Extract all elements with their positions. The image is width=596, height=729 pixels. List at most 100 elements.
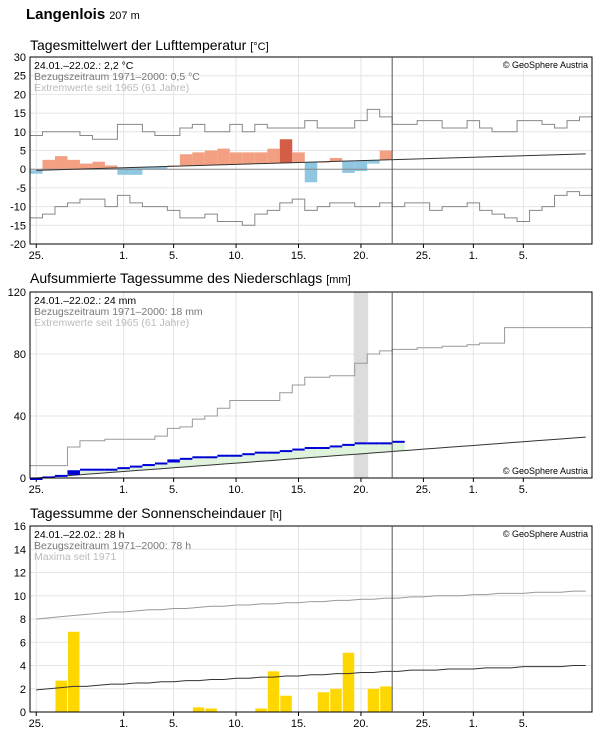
precip-daily-step xyxy=(292,448,305,451)
temperature-bar xyxy=(217,148,230,165)
precip-daily-step xyxy=(92,468,105,471)
sunshine-bar xyxy=(380,686,392,712)
precip-surplus-fill xyxy=(142,464,155,470)
plot-border xyxy=(29,525,593,713)
x-tick-label: 10. xyxy=(228,484,243,496)
precip-daily-step xyxy=(192,456,205,459)
x-tick-label: 1. xyxy=(119,484,128,496)
temperature-bar xyxy=(30,170,43,174)
info-line-2: Bezugszeitraum 1971–2000: 78 h xyxy=(34,540,191,552)
temperature-bar xyxy=(192,152,205,166)
y-tick-label: 5 xyxy=(20,146,26,158)
precip-climate-line xyxy=(36,436,586,479)
y-tick-label: 10 xyxy=(14,127,26,139)
sunshine-bar xyxy=(67,631,80,712)
y-tick-label: -15 xyxy=(10,220,26,232)
plot-border xyxy=(29,56,593,245)
temperature-bar xyxy=(142,166,155,170)
x-tick-label: 1. xyxy=(119,718,128,729)
precip-surplus-fill xyxy=(192,456,205,466)
x-tick-label: 20. xyxy=(353,718,368,729)
temperature-bar xyxy=(292,152,305,163)
temperature-bar xyxy=(304,162,318,183)
temperature-bar xyxy=(129,167,143,175)
copyright-label: © GeoSphere Austria xyxy=(503,466,588,476)
temperature-bar xyxy=(379,150,393,160)
y-tick-label: 8 xyxy=(20,614,26,626)
x-tick-label: 10. xyxy=(228,718,243,729)
sunshine-bar xyxy=(205,708,217,712)
precip-daily-step xyxy=(167,459,180,463)
y-tick-label: 14 xyxy=(14,544,26,556)
temperature-bar xyxy=(117,167,130,175)
sunshine-bar xyxy=(267,671,280,712)
temperature-bar xyxy=(42,159,55,170)
info-line-2: Bezugszeitraum 1971–2000: 18 mm xyxy=(34,306,203,318)
precip-daily-step xyxy=(392,440,405,443)
precip-surplus-fill xyxy=(292,448,305,459)
y-tick-label: 25 xyxy=(14,71,26,83)
x-tick-label: 5. xyxy=(169,718,178,729)
x-tick-label: 5. xyxy=(519,718,528,729)
plot-border xyxy=(29,291,593,479)
temperature-bar xyxy=(367,160,380,164)
temperature-bar xyxy=(79,163,93,169)
precip-surplus-fill xyxy=(267,451,280,461)
precip-surplus-fill xyxy=(204,456,218,465)
precip-surplus-fill xyxy=(242,453,255,463)
y-tick-label: -20 xyxy=(10,239,26,251)
sunshine-bar xyxy=(255,708,267,712)
precip-surplus-fill xyxy=(392,440,405,452)
temperature-bar xyxy=(329,157,343,162)
precip-surplus-fill xyxy=(367,442,380,453)
precip-surplus-fill xyxy=(79,468,93,475)
precip-surplus-fill xyxy=(92,468,105,474)
extreme-max-line xyxy=(30,108,592,140)
y-tick-label: 30 xyxy=(14,52,26,64)
precip-daily-step xyxy=(104,468,118,471)
x-tick-label: 15. xyxy=(291,250,306,262)
info-line-2: Bezugszeitraum 1971–2000: 0,5 °C xyxy=(34,71,200,83)
climate-mean-line xyxy=(36,153,586,171)
precip-daily-step xyxy=(79,468,93,471)
x-tick-label: 1. xyxy=(119,250,128,262)
station-elevation: 207 m xyxy=(109,10,140,22)
precip-daily-step xyxy=(217,454,230,457)
sunshine-unit: [h] xyxy=(269,509,282,521)
sunshine-bar xyxy=(342,652,355,712)
precip-daily-step xyxy=(304,447,318,449)
precip-surplus-fill xyxy=(167,459,180,468)
info-line-3: Extremwerte seit 1965 (61 Jahre) xyxy=(34,82,189,94)
x-tick-label: 20. xyxy=(353,484,368,496)
x-tick-label: 25. xyxy=(29,250,44,262)
y-tick-label: 0 xyxy=(20,164,26,176)
sunshine-max-line xyxy=(36,590,586,620)
x-tick-label: 25. xyxy=(29,484,44,496)
precip-daily-step xyxy=(154,462,168,465)
precip-daily-step xyxy=(317,447,330,449)
precip-surplus-fill xyxy=(154,462,168,469)
temperature-bar xyxy=(254,152,268,164)
x-tick-label: 1. xyxy=(469,250,478,262)
y-tick-label: 16 xyxy=(14,521,26,533)
y-tick-label: 4 xyxy=(20,661,26,673)
station-name: Langenlois 207 m xyxy=(26,6,140,23)
temperature-bar xyxy=(179,154,193,166)
precip-daily-step xyxy=(54,474,68,477)
precip-daily-step xyxy=(129,465,143,468)
y-tick-label: -5 xyxy=(16,183,26,195)
precip-surplus-fill xyxy=(304,447,318,458)
x-tick-label: 15. xyxy=(291,718,306,729)
x-tick-label: 25. xyxy=(416,484,431,496)
precip-daily-step xyxy=(329,445,343,448)
precip-daily-step xyxy=(342,443,355,446)
precip-daily-step xyxy=(30,478,43,480)
x-tick-label: 15. xyxy=(291,484,306,496)
x-tick-label: 5. xyxy=(169,484,178,496)
sunshine-bar xyxy=(192,707,205,712)
precipitation-chart-title: Aufsummierte Tagessumme des Niederschlag… xyxy=(30,270,351,286)
y-tick-label: -10 xyxy=(10,202,26,214)
y-tick-label: 20 xyxy=(14,89,26,101)
temperature-bar xyxy=(67,159,80,170)
